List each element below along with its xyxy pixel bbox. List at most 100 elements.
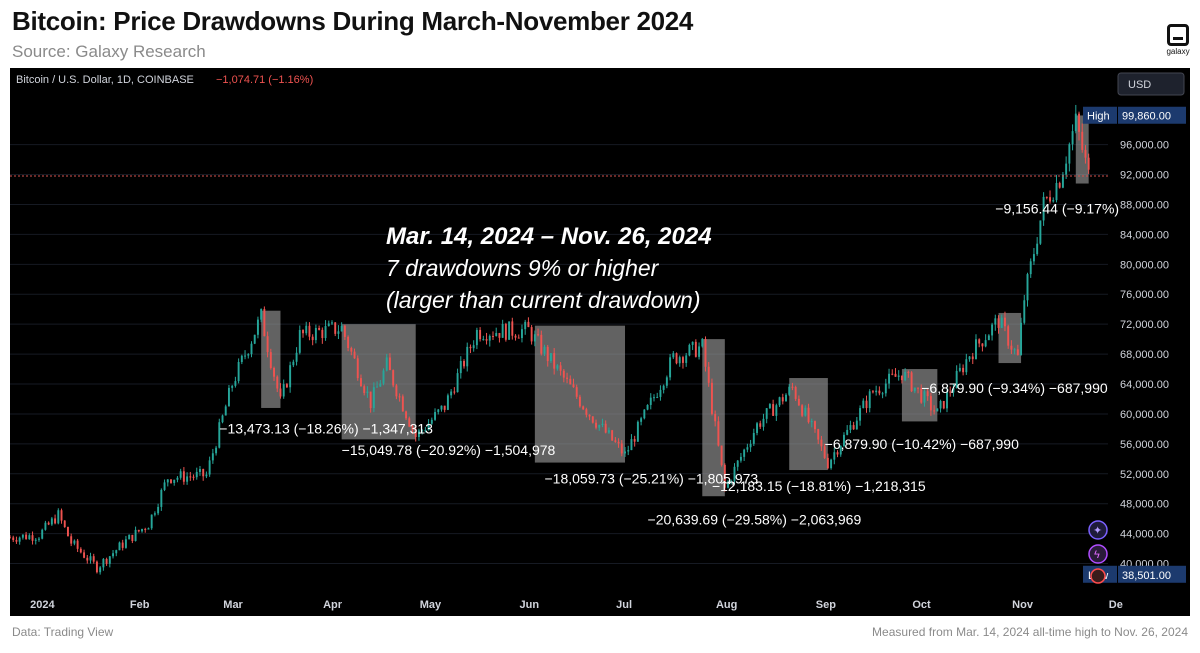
candle-body (417, 430, 420, 437)
candle-body (694, 341, 697, 357)
y-tick-label: 44,000.00 (1120, 529, 1169, 541)
candle-body (730, 480, 733, 482)
candle-body (305, 325, 308, 334)
candle-body (595, 422, 597, 428)
candle-body (859, 408, 862, 421)
x-tick-label: Aug (716, 599, 737, 611)
candle-body (955, 370, 958, 389)
candle-body (656, 396, 659, 398)
high-value-tag (1118, 106, 1186, 124)
candle-body (826, 457, 829, 469)
y-tick-label: 72,000.00 (1120, 319, 1169, 331)
candle-body (1042, 196, 1045, 221)
candle-body (936, 408, 939, 412)
candle-body (334, 322, 337, 334)
drawdown-label: −15,049.78 (−20.92%) −1,504,978 (342, 442, 556, 458)
candle-body (633, 439, 636, 442)
candle-body (15, 540, 18, 542)
candle-body (775, 405, 778, 416)
candle-body (488, 335, 491, 341)
candle-body (28, 535, 31, 540)
candle-body (952, 388, 955, 393)
annotation-line: (larger than current drawdown) (386, 287, 700, 313)
drawdown-label: −6,879.90 (−10.42%) −687,990 (825, 436, 1019, 452)
candle-body (112, 553, 115, 557)
candle-body (946, 391, 948, 409)
candle-body (994, 318, 997, 325)
currency-button[interactable] (1117, 72, 1185, 96)
change-label: −1,074.71 (−1.16%) (216, 74, 313, 86)
candle-body (66, 526, 69, 537)
candle-body (54, 518, 57, 524)
candle-body (865, 400, 868, 409)
candle-body (891, 373, 894, 375)
candle-body (781, 397, 784, 402)
candle-body (485, 339, 488, 341)
drawdown-label: −12,183.15 (−18.81%) −1,218,315 (712, 478, 926, 494)
candle-body (302, 330, 304, 334)
candle-body (804, 407, 807, 416)
y-tick-label: 48,000.00 (1120, 499, 1169, 511)
candle-body (1058, 182, 1061, 188)
star-tool-icon[interactable] (1088, 520, 1108, 540)
candle-body (527, 321, 530, 328)
candle-body (34, 539, 37, 541)
alert-tool-icon[interactable] (1090, 568, 1106, 584)
candle-body (939, 401, 942, 409)
candle-body (1049, 197, 1052, 202)
x-tick-label: Mar (223, 599, 243, 611)
candle-body (611, 430, 614, 441)
time-axis: 2024 Feb Mar Apr May Jun Jul Aug Sep Oct Nov De (30, 599, 1123, 611)
candle-body (791, 386, 794, 388)
candle-body (746, 447, 749, 450)
candle-body (128, 534, 131, 540)
candle-body (144, 528, 147, 530)
candle-body (756, 423, 758, 433)
candle-body (807, 407, 810, 423)
candlesticks (10, 104, 1090, 575)
candle-body (636, 421, 639, 442)
candle-body (739, 456, 742, 461)
candle-body (89, 556, 92, 561)
candle-body (871, 391, 874, 393)
candle-body (475, 329, 478, 346)
chart-annotation: Mar. 14, 2024 – Nov. 26, 2024 7 drawdowns… (386, 223, 712, 313)
candle-body (543, 346, 546, 354)
candle-body (849, 425, 852, 430)
candle-body (562, 370, 565, 378)
candle-body (875, 390, 878, 393)
candle-body (1032, 254, 1035, 262)
candle-body (60, 510, 63, 521)
candle-body (1055, 182, 1058, 201)
candle-body (933, 410, 936, 412)
candle-body (997, 318, 1000, 328)
flash-tool-icon[interactable] (1088, 544, 1108, 564)
candle-body (1029, 261, 1032, 275)
candle-body (147, 528, 150, 530)
candle-body (688, 344, 691, 356)
candle-body (1010, 345, 1013, 350)
candle-body (1078, 113, 1080, 132)
x-tick-label: Sep (816, 599, 836, 611)
logo-text: galaxy (1166, 47, 1190, 56)
drawdown-box (534, 325, 626, 463)
candle-body (202, 469, 205, 477)
candle-body (672, 353, 675, 358)
candle-body (176, 477, 179, 480)
y-tick-label: 64,000.00 (1120, 379, 1169, 391)
candle-body (186, 476, 189, 482)
candle-body (714, 413, 717, 422)
candle-body (1084, 149, 1087, 158)
candle-body (533, 334, 536, 342)
high-label: High (1087, 111, 1110, 123)
candle-body (73, 540, 76, 544)
candle-body (182, 471, 185, 482)
candle-body (221, 415, 224, 423)
candle-body (227, 387, 230, 407)
x-tick-label: De (1109, 599, 1123, 611)
drawdown-label: −9,156.44 (−9.17%) (995, 200, 1119, 216)
candle-body (376, 386, 379, 388)
low-value-tag (1118, 565, 1186, 583)
candle-body (917, 387, 919, 389)
candle-body (324, 326, 327, 339)
